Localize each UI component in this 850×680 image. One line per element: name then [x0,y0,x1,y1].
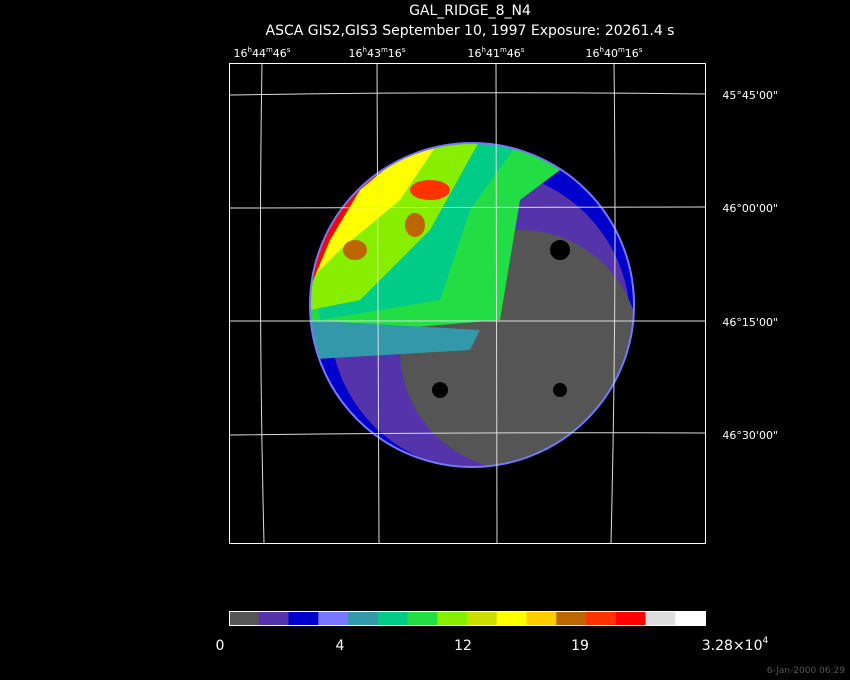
colorbar-mantissa: 3.28×10 [702,638,763,654]
colorbar-segment [437,611,468,625]
dec-label: 45°45'00" [722,89,778,102]
ra-unit: m [381,46,388,54]
colorbar-segment [258,611,289,625]
ra-labels: 16h44m46s 16h43m16s 16h41m46s 16h40m16s [234,46,643,60]
colorbar-segment [467,611,498,625]
colorbar-segment [675,611,706,625]
colorbar-label: 12 [454,638,472,654]
ra-unit: s [521,46,525,54]
colorbar-segment [377,611,408,625]
ra-unit: m [266,46,273,54]
colorbar-segment [556,611,587,625]
colorbar-segment [318,611,349,625]
ra-value: 46 [507,47,521,60]
colorbar-frame [229,611,706,626]
colorbar-label: 0 [216,638,225,654]
ra-unit: h [482,46,486,54]
title: GAL_RIDGE_8_N4 [409,3,531,19]
colorbar-segment [526,611,557,625]
ra-unit: s [639,46,643,54]
ra-value: 40 [604,47,618,60]
ra-unit: h [600,46,604,54]
colorbar-exponent: 4 [762,636,768,646]
ra-unit: m [618,46,625,54]
ra-label: 16h40m16s [586,46,643,60]
colorbar-label: 3.28×104 [702,636,769,654]
ra-unit: m [500,46,507,54]
dec-label: 46°30'00" [722,429,778,442]
ra-unit: h [248,46,252,54]
colorbar-label: 19 [571,638,589,654]
ra-unit: h [363,46,367,54]
colorbar-segment [348,611,379,625]
ra-value: 44 [252,47,266,60]
colorbar-segment [496,611,527,625]
ra-value: 16 [388,47,402,60]
ra-value: 16 [586,47,600,60]
ra-unit: s [402,46,406,54]
ra-value: 16 [468,47,482,60]
colorbar-segment [645,611,676,625]
footer-stamp: 6-Jan-2000 06:29 [767,666,846,676]
subtitle: ASCA GIS2,GIS3 September 10, 1997 Exposu… [266,23,675,39]
dec-label: 46°00'00" [722,202,778,215]
ra-value: 16 [349,47,363,60]
plot-frame [229,63,706,544]
colorbar-segment [288,611,319,625]
ra-value: 41 [486,47,500,60]
ra-value: 46 [273,47,287,60]
dec-labels: 45°45'00" 46°00'00" 46°15'00" 46°30'00" [722,89,778,442]
colorbar-segment [407,611,438,625]
xray-disk [310,143,634,467]
dec-label: 46°15'00" [722,316,778,329]
colorbar-label: 4 [336,638,345,654]
disk-edge [309,142,635,468]
ra-value: 43 [367,47,381,60]
colorbar: 0 4 12 19 3.28×104 [216,611,769,654]
colorbar-segment [586,611,617,625]
coordinate-grid [228,63,706,544]
ra-value: 16 [234,47,248,60]
ra-unit: s [287,46,291,54]
colorbar-segment [229,611,260,625]
ra-label: 16h43m16s [349,46,406,60]
ra-label: 16h41m46s [468,46,525,60]
ra-label: 16h44m46s [234,46,291,60]
ra-value: 16 [625,47,639,60]
colorbar-segment [615,611,646,625]
